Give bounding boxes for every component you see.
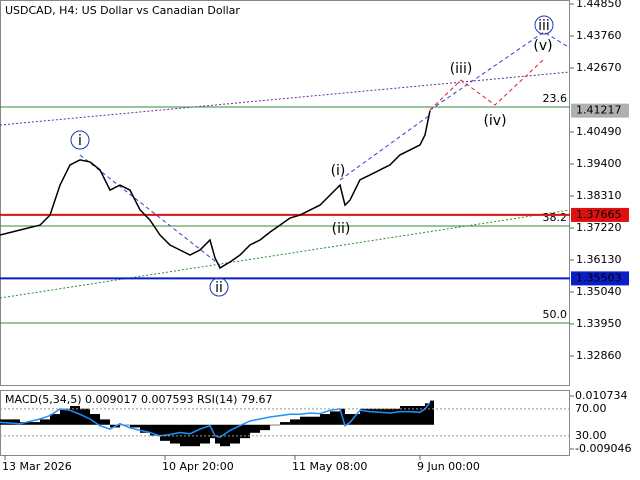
macd-bar <box>260 424 270 431</box>
fib-label: 50.0 <box>543 308 568 321</box>
macd-bar <box>130 424 140 428</box>
price-line <box>0 110 431 269</box>
x-tick-label: 11 May 08:00 <box>292 460 367 473</box>
macd-bar <box>310 416 320 425</box>
macd-bar <box>280 422 290 425</box>
macd-bar <box>0 419 20 425</box>
macd-bar <box>400 406 410 425</box>
projection <box>429 59 544 111</box>
wave-label: (iv) <box>483 113 506 129</box>
x-tick-label: 13 Mar 2026 <box>2 460 72 473</box>
macd-bar <box>230 424 240 444</box>
macd-bar <box>370 408 380 425</box>
macd-bar <box>250 424 260 433</box>
indicator-title: MACD(5,34,5) 0.009017 0.007593 RSI(14) 7… <box>5 393 272 406</box>
y-tick-label: 1.33950 <box>576 317 622 330</box>
y-tick-label: -0.009046 <box>575 442 631 455</box>
macd-bar <box>90 414 100 425</box>
wave-label: (iii) <box>450 61 473 77</box>
wave-circle <box>534 15 554 35</box>
trendline <box>0 209 571 299</box>
price-tag <box>571 103 629 118</box>
macd-bar <box>20 422 40 425</box>
macd-bar <box>430 400 434 425</box>
y-tick-label: 1.42670 <box>576 61 622 74</box>
wave-line <box>79 154 221 266</box>
y-tick-label: 30.00 <box>575 429 607 442</box>
x-tick-label: 9 Jun 00:00 <box>417 460 480 473</box>
macd-bar <box>240 424 250 439</box>
macd-bar <box>410 406 420 425</box>
chart-title: USDCAD, H4: US Dollar vs Canadian Dollar <box>5 4 240 17</box>
y-tick-label: 1.44850 <box>576 0 622 10</box>
wave-circle <box>209 277 229 297</box>
price-tag-label: 1.37665 <box>576 208 622 221</box>
macd-bar <box>360 408 370 425</box>
x-tick-label: 10 Apr 20:00 <box>162 460 234 473</box>
macd-bar <box>380 408 390 425</box>
y-tick-label: 1.32860 <box>576 349 622 362</box>
macd-bar <box>270 424 280 426</box>
price-tag-label: 1.41217 <box>576 104 622 117</box>
macd-bar <box>290 419 300 425</box>
macd-bar <box>160 424 170 441</box>
wave-label: iii <box>538 18 550 34</box>
fib-label: 38.2 <box>543 211 568 224</box>
macd-bar <box>420 406 425 425</box>
y-tick-label: 1.38310 <box>576 189 622 202</box>
wave-line <box>339 114 431 181</box>
macd-bar <box>390 408 400 425</box>
y-tick-label: 1.40490 <box>576 125 622 138</box>
trendline <box>0 71 571 126</box>
y-tick-label: 1.35040 <box>576 285 622 298</box>
macd-bar <box>330 411 340 425</box>
main-pane <box>0 0 570 386</box>
rsi-line <box>0 401 431 439</box>
price-tag-label: 1.35503 <box>576 271 622 284</box>
y-tick-label: 1.43760 <box>576 29 622 42</box>
macd-bar <box>200 424 210 444</box>
macd-bar <box>190 424 200 447</box>
wave-label: (v) <box>533 38 552 54</box>
price-tag <box>571 271 629 286</box>
macd-bar <box>40 419 50 425</box>
macd-bar <box>70 406 80 425</box>
y-tick-label: 1.39400 <box>576 157 622 170</box>
macd-bar <box>425 403 430 425</box>
macd-bar <box>60 408 70 425</box>
macd-bar <box>50 414 60 425</box>
macd-bar <box>140 424 150 433</box>
price-tag <box>571 207 629 222</box>
macd-bar <box>150 424 160 436</box>
wave-label: (ii) <box>332 221 351 237</box>
wave-circle <box>70 130 90 150</box>
macd-bar <box>215 424 220 444</box>
y-tick-label: 1.37220 <box>576 221 622 234</box>
y-tick-label: 1.36130 <box>576 253 622 266</box>
fib-label: 23.6 <box>543 92 568 105</box>
macd-bar <box>350 414 360 425</box>
y-tick-label: 70.00 <box>575 402 607 415</box>
wave-label: i <box>78 133 82 149</box>
macd-bar <box>320 414 330 425</box>
y-tick-label: 0.010734 <box>575 389 628 402</box>
wave-label: (i) <box>331 163 346 179</box>
macd-bar <box>100 419 110 425</box>
macd-bar <box>345 414 350 425</box>
macd-bar <box>300 416 310 425</box>
wave-label: ii <box>215 280 223 296</box>
